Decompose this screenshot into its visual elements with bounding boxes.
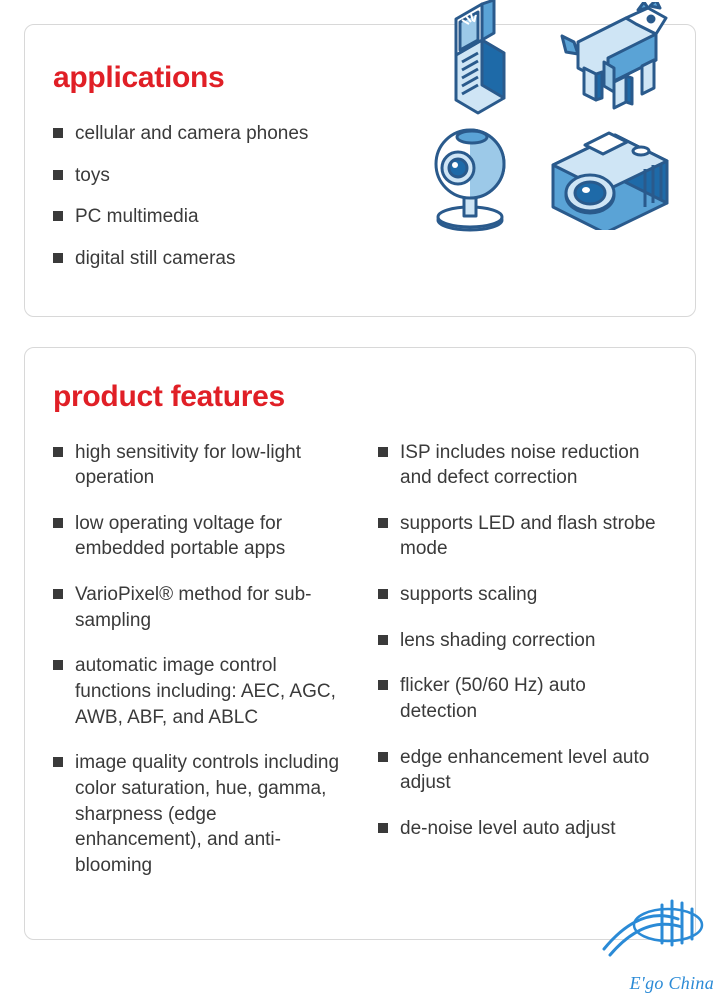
watermark-text: E'go China (630, 973, 714, 994)
flip-phone-icon (407, 0, 537, 117)
list-item: image quality controls including color s… (53, 750, 342, 878)
list-item: digital still cameras (53, 246, 667, 272)
list-item: VarioPixel® method for sub-sampling (53, 582, 342, 633)
list-item: supports scaling (378, 582, 667, 608)
webcam-icon (407, 117, 537, 237)
list-item: low operating voltage for embedded porta… (53, 511, 342, 562)
camera-icon (545, 117, 675, 237)
features-columns: high sensitivity for low-light operation… (53, 440, 667, 899)
list-item: de-noise level auto adjust (378, 816, 667, 842)
list-item: flicker (50/60 Hz) auto detection (378, 673, 667, 724)
watermark-graphic (600, 895, 710, 970)
list-item: automatic image control functions includ… (53, 653, 342, 730)
list-item: lens shading correction (378, 628, 667, 654)
features-col-2: ISP includes noise reduction and defect … (378, 440, 667, 899)
list-item: high sensitivity for low-light operation (53, 440, 342, 491)
list-item: edge enhancement level auto adjust (378, 745, 667, 796)
features-title: product features (53, 380, 667, 414)
applications-card: applications cellular and camera phones … (24, 24, 696, 317)
list-item: supports LED and flash strobe mode (378, 511, 667, 562)
robot-dog-icon (545, 0, 675, 117)
applications-icon-cluster (407, 0, 675, 237)
features-col-1: high sensitivity for low-light operation… (53, 440, 342, 899)
list-item: ISP includes noise reduction and defect … (378, 440, 667, 491)
features-card: product features high sensitivity for lo… (24, 347, 696, 940)
